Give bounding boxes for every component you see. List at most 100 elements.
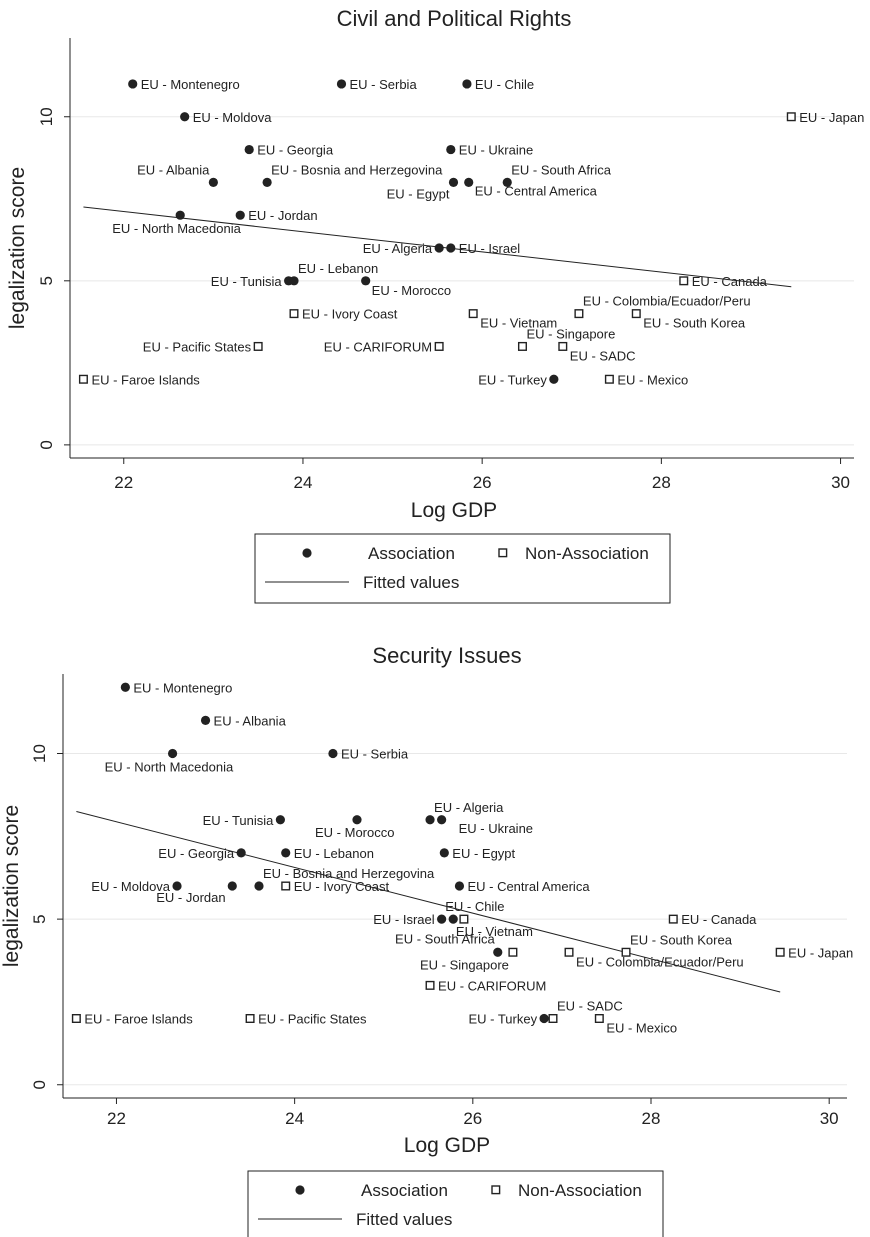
point-association — [175, 210, 185, 220]
point-label: EU - SADC — [570, 348, 636, 363]
point-label: EU - Colombia/Ecuador/Peru — [576, 954, 744, 969]
point-association — [437, 914, 447, 924]
point-label: EU - Serbia — [349, 77, 417, 92]
point-association — [549, 374, 559, 384]
point-association — [539, 1013, 549, 1024]
point-association — [446, 144, 456, 155]
point-association — [208, 177, 218, 187]
point-label: EU - Georgia — [257, 143, 334, 158]
point-non-association — [631, 309, 641, 319]
point-label: EU - Vietnam — [456, 924, 533, 939]
y-axis-label: legalization score — [6, 167, 29, 329]
point-non-association — [245, 1014, 255, 1024]
point-non-association — [621, 947, 631, 957]
point-non-association — [425, 980, 435, 990]
point-label: EU - South Africa — [395, 931, 495, 946]
point-association — [262, 177, 272, 187]
point-association — [462, 79, 472, 89]
point-label: EU - Moldova — [91, 879, 171, 894]
point-label: EU - Morocco — [315, 825, 394, 840]
y-tick-label: 10 — [30, 744, 49, 763]
point-label: EU - Bosnia and Herzegovina — [263, 866, 435, 881]
y-axis-label: legalization score — [0, 805, 23, 967]
point-label: EU - Pacific States — [143, 339, 252, 354]
point-label: EU - Chile — [445, 899, 504, 914]
point-non-association — [679, 276, 689, 286]
point-association — [180, 112, 190, 122]
legend-fitted-label: Fitted values — [363, 573, 459, 592]
legend-non-association-marker — [498, 548, 508, 558]
point-association — [446, 243, 456, 253]
point-association — [454, 881, 465, 891]
legend-association-label: Association — [368, 544, 455, 563]
point-label: EU - Algeria — [363, 241, 433, 256]
point-non-association — [78, 374, 88, 384]
point-association — [493, 947, 503, 957]
legend-non-association-label: Non-Association — [525, 544, 649, 563]
point-association — [200, 715, 211, 725]
point-association — [244, 144, 254, 155]
point-label: EU - Singapore — [420, 957, 509, 972]
x-tick-label: 28 — [642, 1109, 661, 1128]
point-label: EU - Jordan — [248, 208, 317, 223]
legend-association-marker — [295, 1185, 305, 1195]
point-label: EU - South Korea — [630, 932, 733, 947]
point-association — [227, 881, 237, 891]
point-label: EU - Mexico — [617, 372, 688, 387]
point-label: EU - Moldova — [193, 110, 273, 125]
point-label: EU - Montenegro — [133, 680, 232, 695]
point-association — [448, 914, 458, 924]
point-non-association — [775, 947, 785, 957]
legend-box — [247, 1170, 664, 1237]
point-association — [464, 177, 474, 187]
x-tick-label: 26 — [463, 1109, 482, 1128]
point-association — [437, 815, 447, 825]
point-association — [328, 748, 338, 759]
point-label: EU - Bosnia and Herzegovina — [271, 162, 443, 177]
point-association — [434, 243, 444, 253]
point-non-association — [604, 374, 614, 384]
point-non-association — [574, 309, 584, 319]
legend-association-label: Association — [361, 1181, 448, 1200]
point-label: EU - Ivory Coast — [294, 879, 390, 894]
point-label: EU - Ivory Coast — [302, 307, 398, 322]
point-non-association — [71, 1014, 81, 1024]
point-association — [120, 682, 130, 692]
point-label: EU - Morocco — [372, 283, 451, 298]
point-non-association — [668, 914, 678, 924]
point-label: EU - Japan — [788, 945, 853, 960]
legend: Association Non-Association Fitted values — [254, 533, 671, 604]
point-label: EU - Tunisia — [203, 813, 275, 828]
point-label: EU - Colombia/Ecuador/Peru — [583, 294, 751, 309]
point-association — [235, 210, 245, 220]
point-label: EU - Central America — [475, 183, 598, 198]
point-label: EU - Pacific States — [258, 1012, 367, 1027]
point-non-association — [786, 112, 796, 122]
point-label: EU - Serbia — [341, 747, 409, 762]
point-label: EU - CARIFORUM — [438, 978, 546, 993]
point-non-association — [289, 309, 299, 319]
point-label: EU - Faroe Islands — [91, 372, 200, 387]
point-association — [361, 276, 371, 286]
point-label: EU - Canada — [681, 912, 757, 927]
point-non-association — [253, 341, 263, 351]
point-label: EU - South Africa — [511, 162, 611, 177]
legend-fitted-label: Fitted values — [356, 1210, 452, 1229]
y-tick-label: 0 — [30, 1080, 49, 1089]
x-tick-label: 22 — [114, 473, 133, 492]
y-tick-label: 10 — [37, 107, 56, 126]
legend: Association Non-Association Fitted values — [247, 1170, 664, 1237]
point-label: EU - Tunisia — [211, 274, 283, 289]
chart-panel-2: Security Issues 22 24 26 28 30 0 5 10 Log GDP lega… — [0, 643, 853, 1237]
chart-panel-1: Civil and Political Rights 22 24 26 28 30 0 5 10… — [6, 6, 864, 604]
point-label: EU - Vietnam — [480, 316, 557, 331]
point-non-association — [508, 947, 518, 957]
point-association — [289, 276, 299, 286]
point-non-association — [517, 341, 527, 351]
point-label: EU - Turkey — [478, 372, 547, 387]
chart-title: Security Issues — [372, 643, 521, 668]
point-label: EU - Japan — [799, 110, 864, 125]
point-association — [275, 815, 285, 825]
y-tick-label: 5 — [30, 914, 49, 923]
